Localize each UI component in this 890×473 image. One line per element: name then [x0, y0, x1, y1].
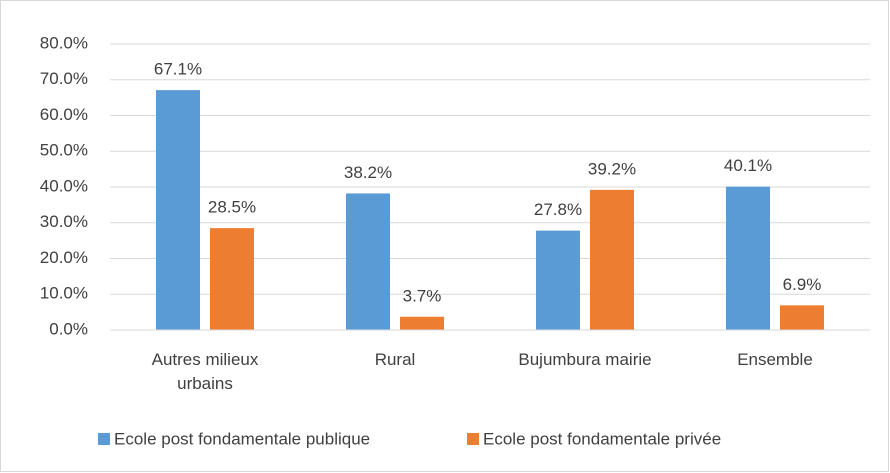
legend-swatch [467, 433, 479, 445]
x-tick-label: Autres milieux urbains [151, 350, 259, 393]
x-tick-label-box: Autres milieux urbains [151, 350, 259, 393]
bar [780, 305, 824, 330]
y-tick-label: 60.0% [40, 105, 88, 124]
x-tick-label: Bujumbura mairie [518, 350, 652, 369]
data-label: 27.8% [534, 200, 582, 219]
bar [590, 189, 634, 330]
y-tick-label: 30.0% [40, 212, 88, 231]
bar [346, 193, 390, 330]
x-tick-label-box: Bujumbura mairie [518, 350, 652, 369]
bar [210, 228, 254, 330]
legend-swatch [98, 433, 110, 445]
y-tick-label: 20.0% [40, 248, 88, 267]
x-tick-label-box: Ensemble [737, 350, 813, 369]
y-tick-label: 40.0% [40, 176, 88, 195]
bar [726, 186, 770, 330]
legend-label: Ecole post fondamentale publique [114, 429, 370, 448]
x-tick-label: Rural [374, 350, 416, 369]
data-label: 38.2% [344, 163, 392, 182]
data-label: 39.2% [588, 159, 636, 178]
data-label: 40.1% [724, 156, 772, 175]
data-label: 3.7% [403, 286, 442, 305]
data-label: 28.5% [208, 198, 256, 217]
y-tick-label: 0.0% [49, 319, 88, 338]
bar [536, 230, 580, 330]
y-tick-label: 80.0% [40, 33, 88, 52]
data-label: 6.9% [783, 275, 822, 294]
legend-label: Ecole post fondamentale privée [483, 429, 721, 448]
bar [400, 316, 444, 330]
x-tick-label-box: Rural [374, 350, 416, 369]
bar [156, 90, 200, 331]
x-tick-label: Ensemble [737, 350, 813, 369]
data-label: 67.1% [154, 60, 202, 79]
y-tick-label: 70.0% [40, 69, 88, 88]
y-tick-label: 50.0% [40, 141, 88, 160]
y-tick-label: 10.0% [40, 284, 88, 303]
